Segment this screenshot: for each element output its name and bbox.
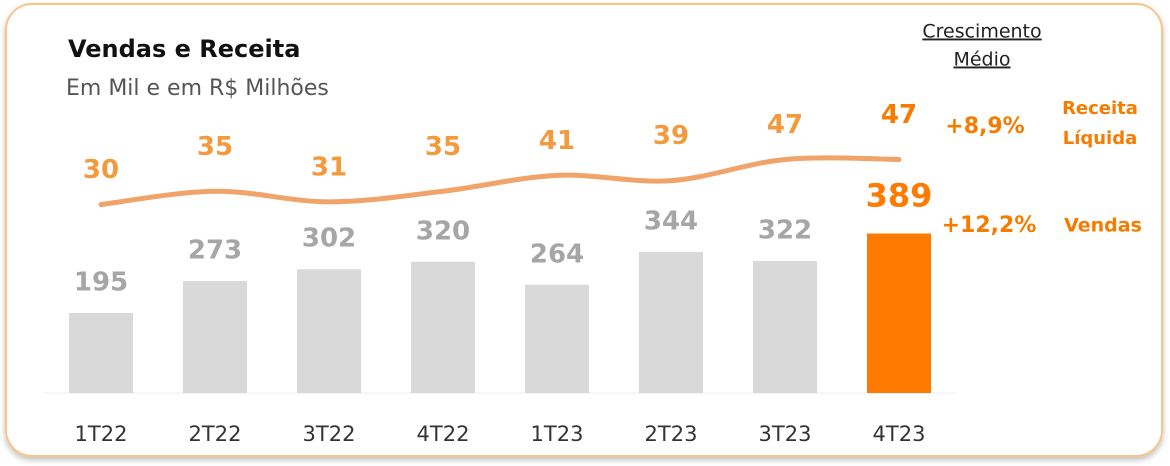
data-label: 195 xyxy=(74,268,128,298)
annotation: Receita xyxy=(1062,98,1138,119)
data-label: 322 xyxy=(758,215,812,245)
x-tick-label: 4T23 xyxy=(873,422,926,446)
annotation: +8,9% xyxy=(945,114,1024,139)
bar xyxy=(297,269,361,393)
x-tick-label: 2T23 xyxy=(645,422,698,446)
bar xyxy=(69,313,133,393)
x-tick-label: 3T22 xyxy=(303,422,356,446)
data-label: 47 xyxy=(767,110,803,140)
data-label: 30 xyxy=(83,155,119,185)
x-tick-label: 3T23 xyxy=(759,422,812,446)
annotation: Líquida xyxy=(1063,128,1138,149)
bar xyxy=(411,261,475,393)
x-tick-label: 1T23 xyxy=(531,422,584,446)
x-tick-label: 4T22 xyxy=(417,422,470,446)
bar xyxy=(753,260,817,393)
data-label: 389 xyxy=(866,177,933,215)
annotation: +12,2% xyxy=(942,213,1037,238)
x-tick-label: 2T22 xyxy=(189,422,242,446)
chart-subtitle: Em Mil e em R$ Milhões xyxy=(66,76,329,101)
data-label: 273 xyxy=(188,236,242,266)
bar xyxy=(525,284,589,393)
bar xyxy=(867,233,931,393)
annotation: Vendas xyxy=(1064,215,1142,237)
data-label: 35 xyxy=(197,132,233,162)
data-label: 35 xyxy=(425,132,461,162)
data-label: 31 xyxy=(311,152,347,182)
data-label: 344 xyxy=(644,206,698,236)
data-label: 39 xyxy=(653,121,689,151)
data-label: 264 xyxy=(530,239,584,269)
data-label: 302 xyxy=(302,224,356,254)
data-label: 41 xyxy=(539,126,575,156)
bar xyxy=(639,251,703,393)
annotation: Crescimento xyxy=(922,21,1041,43)
chart-title: Vendas e Receita xyxy=(68,35,300,63)
data-label: 320 xyxy=(416,216,470,246)
data-label: 47 xyxy=(881,100,917,130)
bar xyxy=(183,281,247,393)
x-tick-label: 1T22 xyxy=(75,422,128,446)
annotation: Médio xyxy=(953,49,1010,71)
line xyxy=(98,155,902,207)
